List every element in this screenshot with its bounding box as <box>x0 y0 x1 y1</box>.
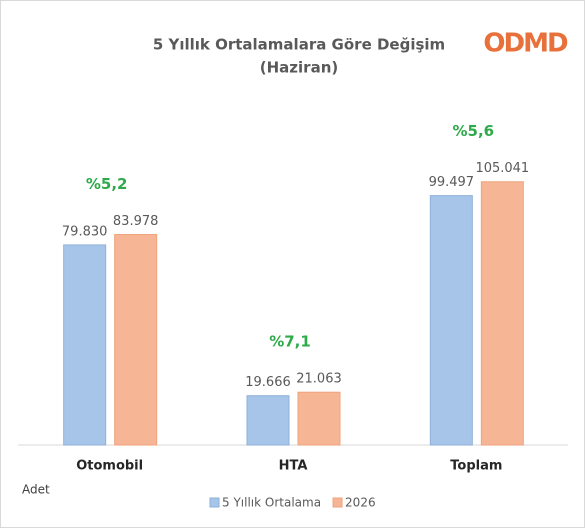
annotation: %7,1 <box>269 333 311 351</box>
bar <box>63 244 107 446</box>
value-label: 99.497 <box>429 175 475 190</box>
logo: ODMD <box>483 29 568 59</box>
legend-swatch <box>209 497 220 508</box>
bar <box>429 195 473 446</box>
x-tick-label: Toplam <box>450 459 502 474</box>
value-label: 83.978 <box>113 214 159 229</box>
value-label: 79.830 <box>62 224 108 239</box>
value-label: 105.041 <box>475 161 529 176</box>
chart-subtitle: (Haziran) <box>260 59 338 77</box>
annotation: %5,6 <box>453 122 495 140</box>
x-tick-label: HTA <box>279 459 308 474</box>
bar <box>297 391 341 446</box>
value-label: 19.666 <box>245 375 291 390</box>
bar <box>480 181 524 446</box>
annotation: %5,2 <box>86 175 128 193</box>
bar <box>246 395 290 446</box>
value-label: 21.063 <box>296 372 342 387</box>
legend-label: 2026 <box>345 496 376 510</box>
bar <box>114 234 158 446</box>
chart-title: 5 Yıllık Ortalamalara Göre Değişim <box>153 36 445 54</box>
unit-label: Adet <box>22 483 50 497</box>
x-tick-label: Otomobil <box>76 459 143 474</box>
legend-swatch <box>332 497 343 508</box>
legend-label: 5 Yıllık Ortalama <box>222 496 321 510</box>
